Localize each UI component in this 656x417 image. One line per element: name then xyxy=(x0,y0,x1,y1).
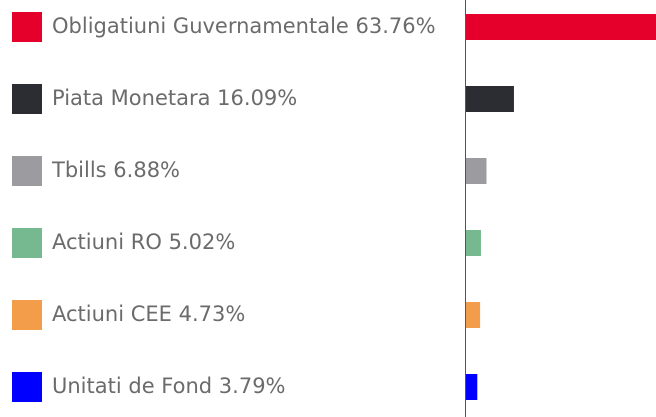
category-label: Actiuni RO xyxy=(52,230,162,254)
bar xyxy=(466,302,481,328)
legend-label: Tbills 6.88% xyxy=(51,158,180,182)
category-label: Actiuni CEE xyxy=(52,302,172,326)
legend-swatch xyxy=(12,372,42,402)
value-label: 5.02% xyxy=(169,230,236,254)
category-label: Piata Monetara xyxy=(52,86,210,110)
category-label: Unitati de Fond xyxy=(52,374,212,398)
value-label: 63.76% xyxy=(356,14,436,38)
bar xyxy=(466,158,487,184)
legend-swatch xyxy=(12,156,42,186)
legend-swatch xyxy=(12,300,42,330)
bar xyxy=(466,230,481,256)
legend-label: Unitati de Fond 3.79% xyxy=(52,374,286,398)
legend-label: Obligatiuni Guvernamentale 63.76% xyxy=(52,14,436,38)
legend-swatch xyxy=(12,12,42,42)
legend-swatch xyxy=(12,228,42,258)
legend-label: Piata Monetara 16.09% xyxy=(52,86,297,110)
value-label: 16.09% xyxy=(217,86,297,110)
bar xyxy=(466,374,478,400)
category-label: Obligatiuni Guvernamentale xyxy=(52,14,349,38)
legend-label: Actiuni RO 5.02% xyxy=(52,230,235,254)
value-label: 3.79% xyxy=(219,374,286,398)
legend-swatch xyxy=(12,84,42,114)
value-label: 4.73% xyxy=(179,302,246,326)
category-label: Tbills xyxy=(51,158,107,182)
legend-label: Actiuni CEE 4.73% xyxy=(52,302,245,326)
bar xyxy=(466,14,656,40)
value-label: 6.88% xyxy=(113,158,180,182)
bar xyxy=(466,86,514,112)
